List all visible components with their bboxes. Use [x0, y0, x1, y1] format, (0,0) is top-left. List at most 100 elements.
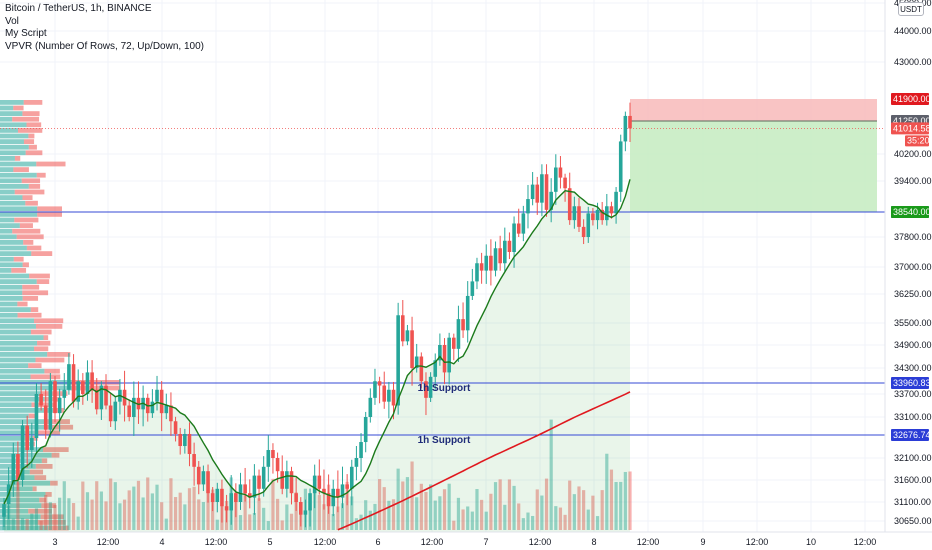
time-tick-label: 12:00 [746, 537, 769, 547]
volume-bar [429, 484, 433, 530]
vpvr-row-down [36, 172, 46, 178]
candle-body [317, 475, 322, 489]
support-label-1: 1h Support [418, 383, 471, 394]
candle-body [428, 376, 433, 398]
candle-body [391, 389, 396, 406]
vpvr-row-up [0, 419, 48, 424]
vpvr-row-up [0, 312, 18, 318]
volume-bar [336, 506, 340, 530]
vpvr-row-down [17, 128, 43, 133]
volume-bar [44, 494, 48, 530]
candle-body [11, 454, 16, 485]
price-tick-label: 33700.00 [894, 389, 932, 399]
volume-bar [340, 503, 345, 530]
vpvr-row-down [17, 312, 42, 318]
time-tick-label: 6 [375, 537, 380, 547]
vpvr-indicator-label[interactable]: VPVR (Number Of Rows, 72, Up/Down, 100) [5, 40, 204, 52]
candle-body [224, 506, 229, 511]
vpvr-row-down [34, 318, 64, 324]
vpvr-row-up [0, 324, 36, 329]
vpvr-row-down [37, 212, 62, 217]
vpvr-row-up [0, 150, 26, 156]
candle-body [618, 141, 623, 192]
symbol-title[interactable]: Bitcoin / TetherUS, 1h, BINANCE [5, 3, 152, 14]
volume-bar [67, 498, 71, 530]
vpvr-row-up [0, 492, 46, 497]
candle-body [349, 466, 354, 489]
candle-body [62, 389, 67, 398]
volume-bar [531, 515, 535, 530]
time-tick-label: 4 [159, 537, 164, 547]
time-axis[interactable]: 3 12:00 4 12:00 5 12:00 6 12:00 7 12:00 8 12:00 9 12:… [0, 531, 932, 547]
candle-body [234, 493, 238, 502]
candle-body [266, 450, 271, 467]
script-indicator-label[interactable]: My Script [5, 28, 47, 39]
position-target-zone [630, 121, 877, 213]
price-axis[interactable]: 45000.0044000.0043000.0040200.0039400.00… [884, 0, 932, 550]
grid-lines [0, 0, 885, 532]
candle-body [48, 381, 53, 430]
volume-bar [498, 479, 502, 530]
volume-bar [215, 519, 219, 530]
vpvr-row-down [51, 452, 60, 458]
candle-body [461, 319, 465, 331]
stop-price-tag: 41900.00 [893, 94, 931, 104]
candle-body [20, 425, 25, 480]
price-tick-label: 34300.00 [894, 363, 932, 373]
candle-body [39, 394, 43, 406]
volume-bar [623, 471, 627, 530]
vpvr-row-up [0, 223, 20, 228]
vpvr-row-up [0, 273, 30, 279]
candle-body [577, 206, 581, 227]
volume-bar [582, 490, 586, 530]
volume-bar [331, 513, 335, 530]
volume-bar [150, 493, 154, 530]
candle-body [484, 255, 489, 271]
vpvr-row-up [0, 262, 23, 268]
candle-body [150, 401, 155, 414]
vpvr-row-up [0, 396, 45, 402]
vpvr-row-up [0, 374, 31, 380]
currency-button[interactable]: USDT [898, 2, 924, 16]
time-tick-label: 7 [483, 537, 488, 547]
vol-indicator-label[interactable]: Vol [5, 15, 19, 27]
candle-body [57, 397, 62, 414]
candle-body [336, 488, 340, 498]
price-tick-label: 36250.00 [894, 289, 932, 299]
vpvr-row-down [30, 329, 52, 335]
candle-body [400, 315, 405, 342]
candle-body [600, 209, 604, 221]
vpvr-row-down [21, 178, 41, 184]
vpvr-row-down [34, 346, 49, 352]
price-tick-label: 37800.00 [894, 232, 932, 242]
vpvr-row-up [0, 122, 27, 128]
volume-bar [178, 492, 182, 530]
vpvr-row-up [0, 206, 38, 212]
time-tick-label: 10 [806, 537, 816, 547]
volume-bar [238, 515, 243, 530]
candle-body [530, 184, 535, 200]
vpvr-row-down [31, 402, 57, 408]
vpvr-row-up [0, 212, 38, 217]
volume-bar [136, 480, 141, 530]
short-position-tool[interactable] [630, 99, 877, 213]
volume-bar [359, 514, 363, 530]
volume-bar [48, 502, 52, 530]
vpvr-row-down [48, 525, 69, 531]
vpvr-row-down [26, 122, 42, 128]
candle-body [387, 389, 391, 402]
vpvr-row-up [0, 200, 26, 206]
candle-body [479, 263, 484, 271]
volume-bar [95, 481, 99, 530]
vpvr-row-down [37, 520, 66, 525]
candle-body [503, 240, 507, 264]
horizontal-lines[interactable] [0, 128, 885, 436]
volume-bar [442, 489, 447, 530]
vpvr-row-up [0, 480, 51, 486]
candle-body [252, 475, 257, 498]
candle-body [354, 458, 359, 467]
support-labels: 1h Support 1h Support [418, 383, 471, 446]
volume-bar [368, 510, 372, 530]
chart-legend: Bitcoin / TetherUS, 1h, BINANCE Vol My S… [5, 3, 204, 53]
